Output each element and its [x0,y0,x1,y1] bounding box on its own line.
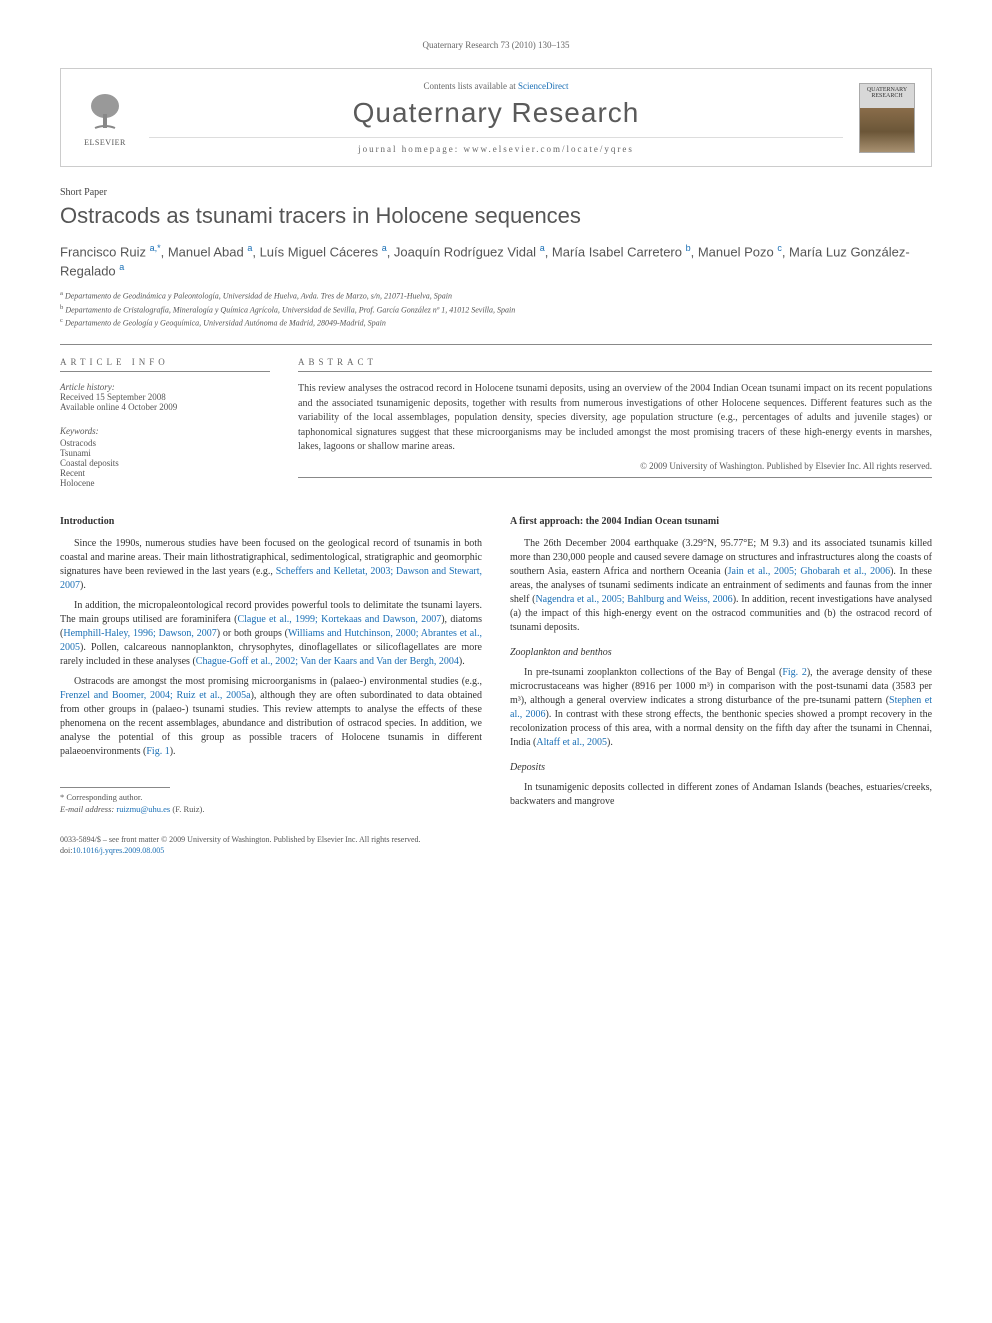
keyword: Coastal deposits [60,458,119,468]
abstract-col: abstract This review analyses the ostrac… [298,357,932,488]
email-label: E-mail address: [60,804,116,814]
intro-heading: Introduction [60,516,482,527]
journal-homepage: journal homepage: www.elsevier.com/locat… [149,137,843,154]
affiliation-c: c Departamento de Geología y Geoquímica,… [60,316,932,330]
affiliation-b: b Departamento de Cristalografía, Minera… [60,303,932,317]
figure-link[interactable]: Fig. 1 [146,746,169,757]
elsevier-logo: ELSEVIER [77,88,133,148]
history-label: Article history: [60,382,270,392]
contents-prefix: Contents lists available at [424,81,518,91]
email-link[interactable]: ruizmu@uhu.es [116,804,170,814]
citation-link[interactable]: Chague-Goff et al., 2002; Van der Kaars … [196,656,459,667]
keywords-label: Keywords: [60,426,270,436]
online-date: Available online 4 October 2009 [60,402,177,412]
deposits-heading: Deposits [510,762,932,773]
keywords-block: Keywords: Ostracods Tsunami Coastal depo… [60,426,270,488]
abstract-copyright: © 2009 University of Washington. Publish… [298,461,932,478]
body-two-col: Introduction Since the 1990s, numerous s… [60,516,932,816]
citation-link[interactable]: Hemphill-Haley, 1996; Dawson, 2007 [63,628,216,639]
elsevier-name: ELSEVIER [84,138,126,147]
corresponding-author-note: * Corresponding author. E-mail address: … [60,792,482,816]
article-info-col: article info Article history: Received 1… [60,357,270,488]
article-title: Ostracods as tsunami tracers in Holocene… [60,202,932,230]
journal-title: Quaternary Research [149,97,843,129]
info-abstract-row: article info Article history: Received 1… [60,357,932,488]
intro-para-2: In addition, the micropaleontological re… [60,599,482,669]
cover-title: QUATERNARY RESEARCH [863,87,911,100]
author-list: Francisco Ruiz a,*, Manuel Abad a, Luís … [60,242,932,282]
contents-available-line: Contents lists available at ScienceDirec… [149,81,843,91]
homepage-url[interactable]: www.elsevier.com/locate/yqres [464,144,634,154]
article-history: Article history: Received 15 September 2… [60,382,270,412]
journal-header: ELSEVIER Contents lists available at Sci… [60,68,932,167]
keyword: Ostracods [60,438,96,448]
elsevier-tree-icon [81,88,129,136]
article-info-label: article info [60,357,270,372]
zoo-para-1: In pre-tsunami zooplankton collections o… [510,666,932,750]
homepage-label: journal homepage: [358,144,463,154]
affiliations: a Departamento de Geodinámica y Paleonto… [60,289,932,330]
rule-top [60,344,932,345]
doi-label: doi: [60,846,72,855]
keyword: Holocene [60,478,94,488]
sciencedirect-link[interactable]: ScienceDirect [518,81,568,91]
article-type: Short Paper [60,187,932,198]
doi-link[interactable]: 10.1016/j.yqres.2009.08.005 [72,846,164,855]
left-col: Introduction Since the 1990s, numerous s… [60,516,482,816]
abstract-text: This review analyses the ostracod record… [298,382,932,455]
intro-para-3: Ostracods are amongst the most promising… [60,675,482,759]
footer: 0033-5894/$ – see front matter © 2009 Un… [60,834,932,856]
corresponding-rule [60,787,170,788]
citation-link[interactable]: Jain et al., 2005; Ghobarah et al., 2006 [728,566,890,577]
citation-link[interactable]: Nagendra et al., 2005; Bahlburg and Weis… [535,594,732,605]
received-date: Received 15 September 2008 [60,392,166,402]
corr-star: * Corresponding author. [60,792,142,802]
citation-link[interactable]: Altaff et al., 2005 [536,737,607,748]
header-center: Contents lists available at ScienceDirec… [149,81,843,154]
keyword: Tsunami [60,448,91,458]
affiliation-a: a Departamento de Geodinámica y Paleonto… [60,289,932,303]
dep-para-1: In tsunamigenic deposits collected in di… [510,781,932,809]
first-approach-heading: A first approach: the 2004 Indian Ocean … [510,516,932,527]
footer-copyright: 0033-5894/$ – see front matter © 2009 Un… [60,835,421,844]
keyword: Recent [60,468,85,478]
running-head: Quaternary Research 73 (2010) 130–135 [60,40,932,50]
intro-para-1: Since the 1990s, numerous studies have b… [60,537,482,593]
journal-cover-thumb: QUATERNARY RESEARCH [859,83,915,153]
citation-link[interactable]: Frenzel and Boomer, 2004; Ruiz et al., 2… [60,690,251,701]
abstract-label: abstract [298,357,932,372]
citation-link[interactable]: Clague et al., 1999; Kortekaas and Dawso… [237,614,441,625]
first-para-1: The 26th December 2004 earthquake (3.29°… [510,537,932,635]
zooplankton-heading: Zooplankton and benthos [510,647,932,658]
right-col: A first approach: the 2004 Indian Ocean … [510,516,932,816]
figure-link[interactable]: Fig. 2 [782,667,807,678]
email-tail: (F. Ruiz). [170,804,204,814]
